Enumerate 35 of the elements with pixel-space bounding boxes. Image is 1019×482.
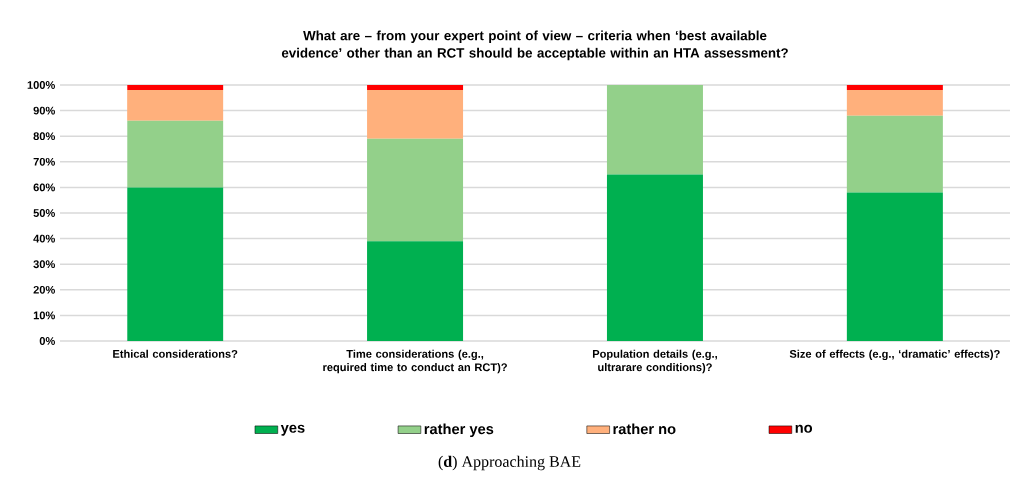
y-tick-label: 70% [33,157,55,166]
y-tick-label: 50% [33,209,55,217]
legend-label: no [795,424,813,433]
legend-label: yes [280,424,305,436]
y-tick-label: 40% [33,234,55,243]
bar [606,85,703,175]
bar [367,85,464,91]
x-tick-label: Size of effects (e.g., ‘dramatic’ effects)? [789,349,1000,361]
bar [127,90,224,121]
y-tick-label: 20% [33,285,55,294]
bar [846,90,943,116]
bar [846,115,943,193]
text: (d) Approaching BAE [438,455,581,471]
bar [127,85,224,91]
x-tick-label: Time considerations (e.g., required time to conduct an RCT)? [323,349,507,374]
legend-label: rather no [613,423,676,435]
bar [367,138,464,242]
y-tick-label: 10% [33,311,55,320]
bar [606,174,703,341]
bar [367,90,464,139]
chart-title: What are – from your expert point of view – criteria when ‘best available evidence’ other than an RCT should be acceptable within an HTA assessment? [281,30,788,61]
bar [846,85,943,91]
bar [127,187,224,341]
bar [846,192,943,341]
legend-label: rather yes [424,423,494,438]
bar [127,120,224,188]
y-tick-label: 90% [33,106,55,115]
bar [367,241,464,341]
y-tick-label: 80% [33,132,55,141]
y-tick-label: 30% [33,260,55,269]
x-tick-label: Population details (e.g., ultrarare conditions)? [592,349,717,374]
y-tick-label: 60% [33,183,55,192]
y-tick-label: 0% [39,337,55,345]
x-tick-label: Ethical considerations? [113,349,238,358]
y-tick-label: 100% [27,81,55,89]
